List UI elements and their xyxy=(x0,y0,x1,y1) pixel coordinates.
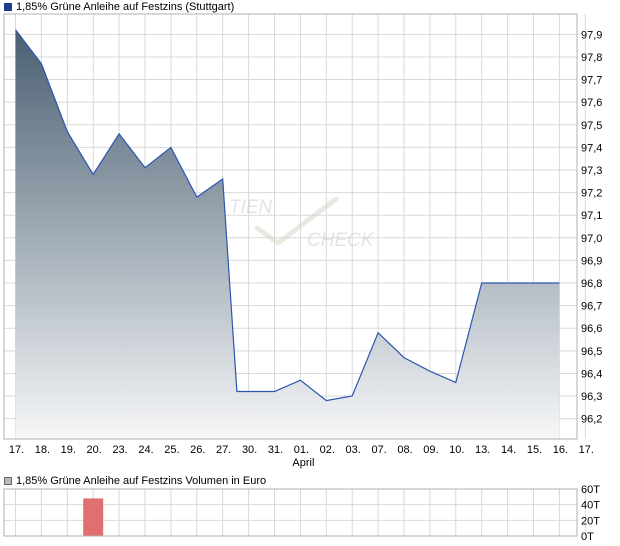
volume-legend: 1,85% Grüne Anleihe auf Festzins Volumen… xyxy=(4,474,266,488)
x-tick-label: 14. xyxy=(501,444,516,456)
x-tick-label: 03. xyxy=(346,444,361,456)
volume-legend-swatch xyxy=(4,477,12,485)
x-tick-label: 27. xyxy=(216,444,231,456)
y-tick-label: 97,0 xyxy=(581,233,602,245)
x-tick-label: 15. xyxy=(527,444,542,456)
volume-y-tick-label: 40T xyxy=(581,500,600,512)
volume-y-axis: 0T 20T 40T 60T xyxy=(581,484,600,543)
volume-bars xyxy=(83,498,104,536)
x-tick-label: 07. xyxy=(371,444,386,456)
y-tick-label: 97,9 xyxy=(581,29,602,41)
x-tick-label: 19. xyxy=(61,444,76,456)
y-tick-label: 97,3 xyxy=(581,165,602,177)
y-tick-label: 97,2 xyxy=(581,188,602,200)
x-tick-label: 09. xyxy=(423,444,438,456)
y-tick-label: 96,9 xyxy=(581,255,602,267)
x-tick-label: 26. xyxy=(190,444,205,456)
volume-bar xyxy=(83,498,104,536)
x-tick-label: 30. xyxy=(242,444,257,456)
watermark-check-icon xyxy=(254,196,339,246)
price-y-axis: 96,2 96,3 96,4 96,5 96,6 96,7 96,8 96,9 97,0 97,1… xyxy=(581,29,602,425)
x-tick-label: 23. xyxy=(112,444,127,456)
x-tick-label: 17. xyxy=(579,444,594,456)
x-tick-label: 13. xyxy=(475,444,490,456)
price-area xyxy=(15,29,560,440)
watermark: TIEN CHECK xyxy=(229,196,375,251)
y-tick-label: 97,5 xyxy=(581,120,602,132)
volume-y-tick-label: 20T xyxy=(581,515,600,527)
x-tick-label: 08. xyxy=(397,444,412,456)
x-tick-label: 31. xyxy=(268,444,283,456)
y-tick-label: 97,8 xyxy=(581,52,602,64)
y-tick-label: 96,4 xyxy=(581,368,602,380)
x-tick-label: 25. xyxy=(164,444,179,456)
x-tick-label: 20. xyxy=(87,444,102,456)
price-plot-frame xyxy=(3,13,578,440)
price-legend: 1,85% Grüne Anleihe auf Festzins (Stuttg… xyxy=(4,0,234,14)
price-legend-swatch xyxy=(4,3,12,11)
volume-legend-label: 1,85% Grüne Anleihe auf Festzins Volumen… xyxy=(16,475,267,487)
y-tick-label: 96,6 xyxy=(581,323,602,335)
x-tick-label: 10. xyxy=(449,444,464,456)
y-tick-label: 96,3 xyxy=(581,391,602,403)
x-tick-label: 02. xyxy=(320,444,335,456)
y-tick-label: 97,6 xyxy=(581,97,602,109)
y-tick-label: 96,5 xyxy=(581,346,602,358)
x-tick-label: 24. xyxy=(138,444,153,456)
x-tick-label: 01. xyxy=(294,444,309,456)
x-month-label: April xyxy=(292,457,314,469)
volume-y-tick-label: 0T xyxy=(581,531,594,543)
price-line xyxy=(15,29,560,402)
y-tick-label: 96,7 xyxy=(581,301,602,313)
watermark-text-1: TIEN xyxy=(229,197,273,218)
y-tick-label: 97,1 xyxy=(581,210,602,222)
y-tick-label: 97,7 xyxy=(581,75,602,87)
y-tick-label: 96,8 xyxy=(581,278,602,290)
watermark-text-2: CHECK xyxy=(307,230,375,251)
x-tick-label: 17. xyxy=(9,444,24,456)
volume-y-tick-label: 60T xyxy=(581,484,600,496)
y-tick-label: 96,2 xyxy=(581,414,602,426)
price-legend-label: 1,85% Grüne Anleihe auf Festzins (Stuttg… xyxy=(16,1,235,13)
y-tick-label: 97,4 xyxy=(581,142,602,154)
volume-plot-frame xyxy=(3,488,578,537)
date-x-axis: 17. 18. 19. 20. 23. 24. 25. 26. 27. 30. 31. 01.Apri… xyxy=(9,444,594,469)
x-tick-label: 16. xyxy=(553,444,568,456)
x-tick-label: 18. xyxy=(35,444,50,456)
